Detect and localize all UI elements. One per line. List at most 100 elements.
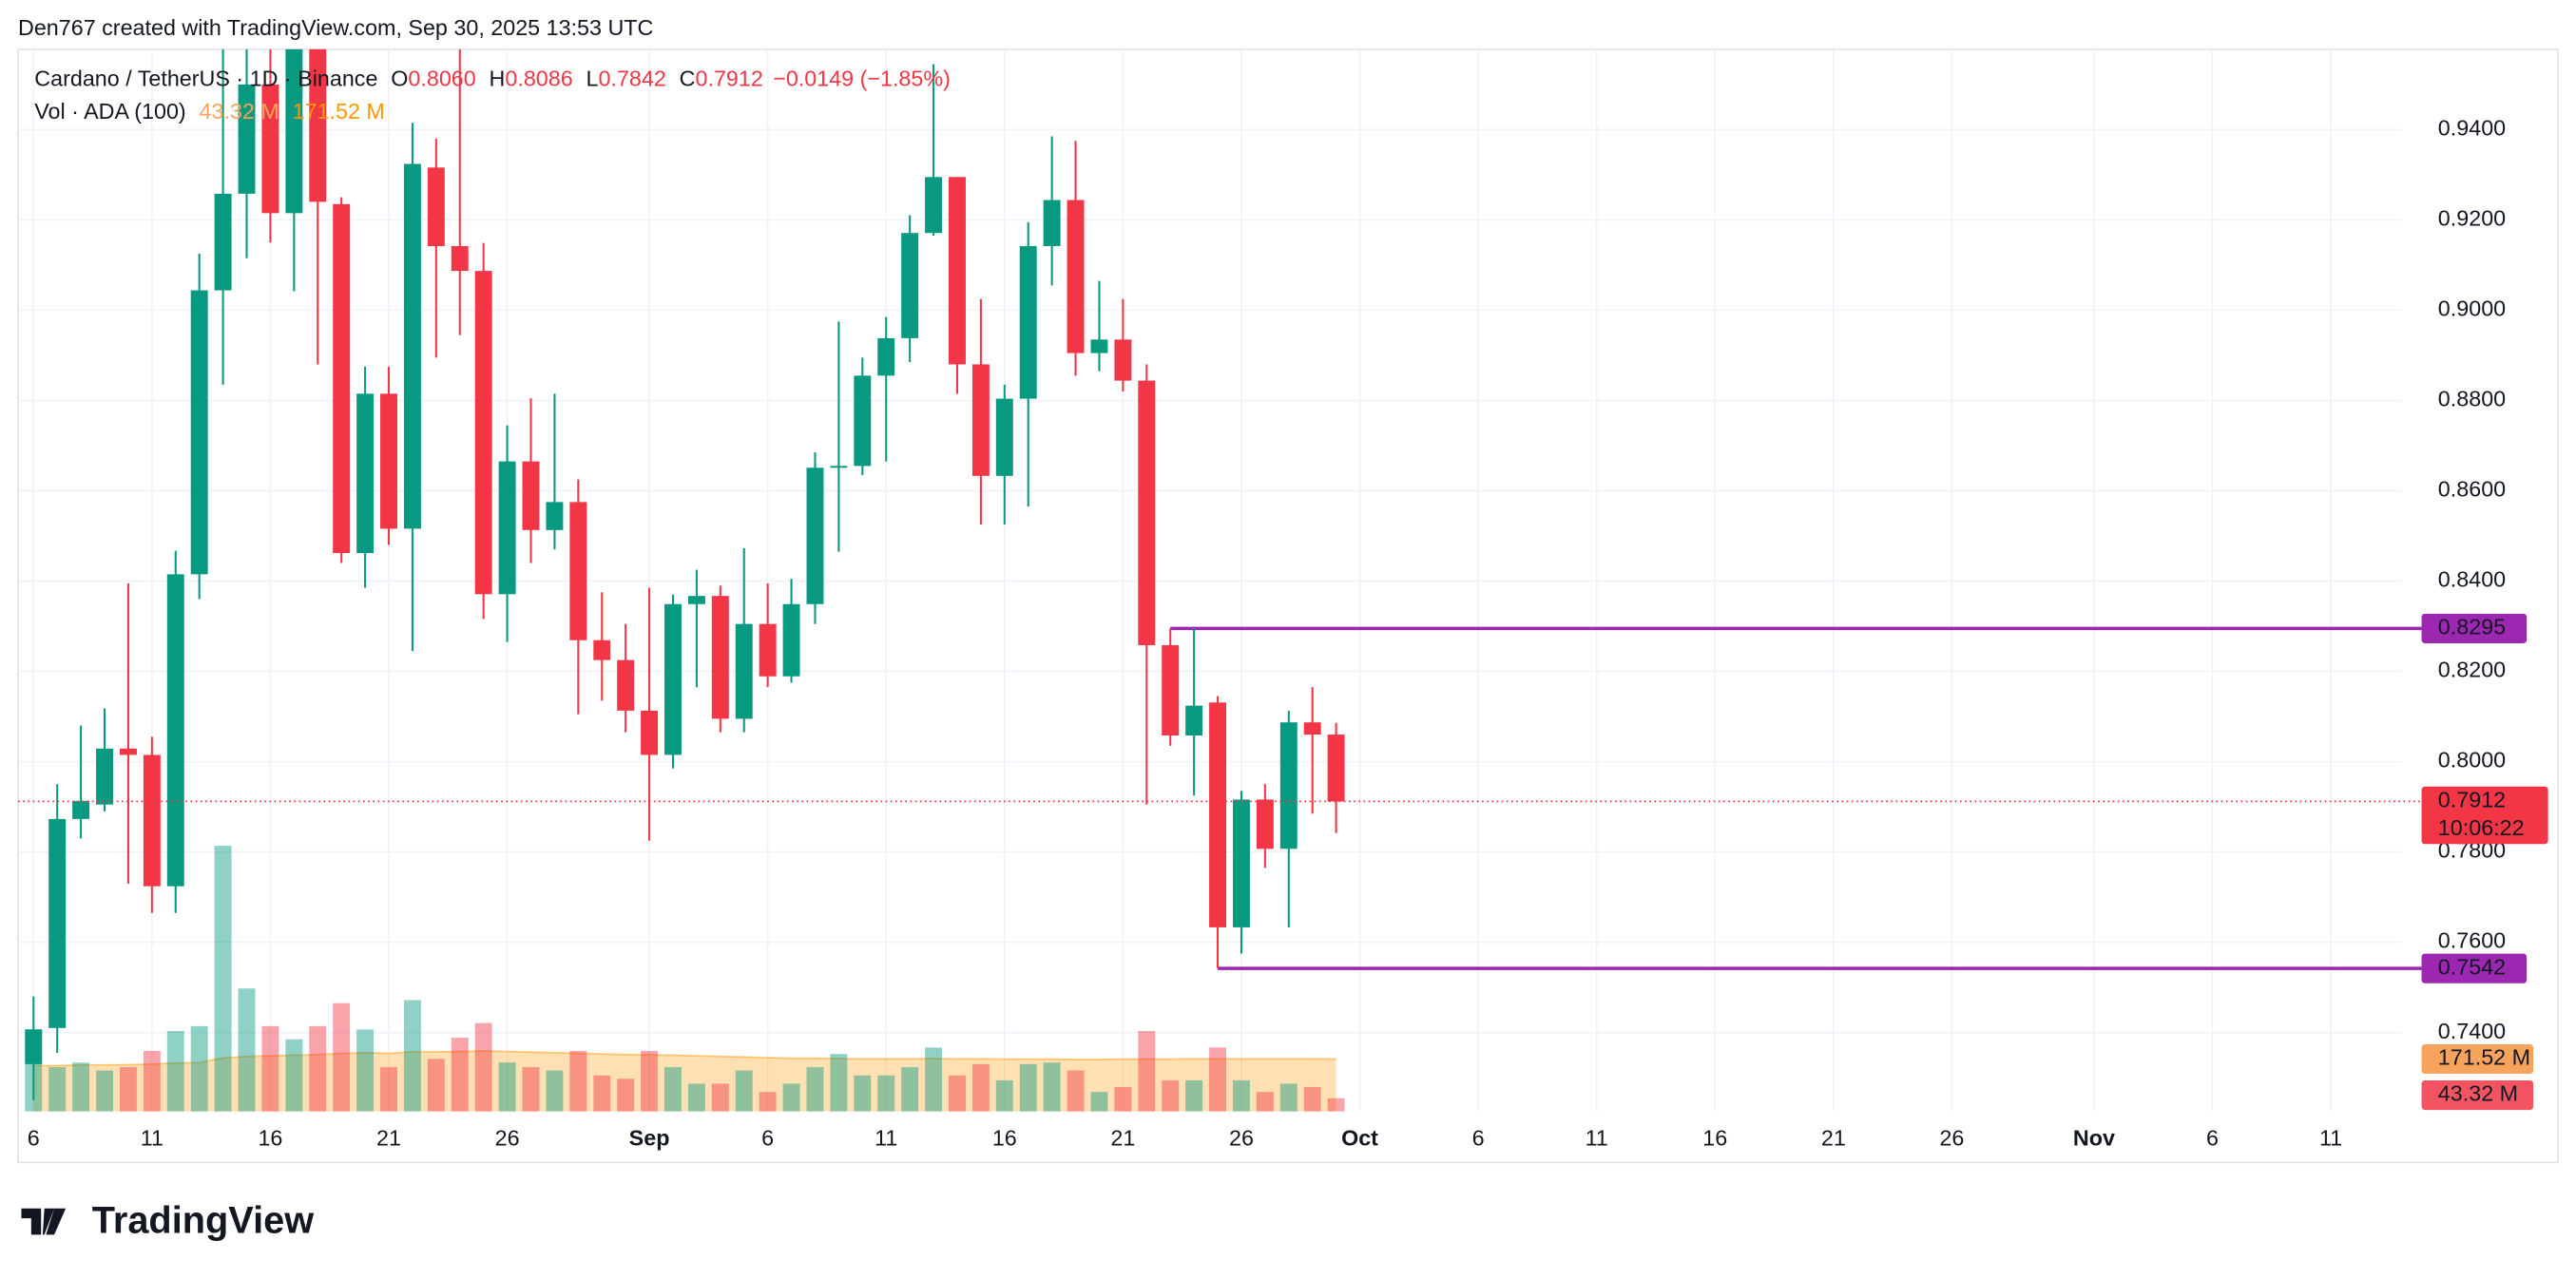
last-price-box [2421, 786, 2548, 845]
x-tick-label: 6 [2206, 1125, 2219, 1150]
candle-body [166, 574, 184, 887]
candle-body [96, 748, 113, 805]
volume-bar [1279, 1083, 1298, 1112]
candle-body [877, 337, 895, 376]
candle-body [759, 623, 777, 677]
candle-body [48, 818, 67, 1028]
volume-bar [1019, 1063, 1037, 1112]
x-tick-label: 11 [141, 1125, 163, 1150]
volume-bar [285, 1039, 303, 1112]
volume-bar [806, 1067, 824, 1112]
volume-bar [854, 1075, 872, 1112]
volume-bar [214, 846, 232, 1112]
volume-bar [1232, 1079, 1250, 1112]
header: Den767 created with TradingView.com, Sep… [18, 15, 653, 40]
y-tick-label: 0.7600 [2438, 928, 2506, 953]
symbol-title: Cardano / TetherUS · 1D · Binance [34, 67, 377, 91]
volume-bar [925, 1047, 943, 1112]
last-price-label: 0.7912 [2438, 788, 2506, 812]
candle-body [593, 640, 611, 660]
x-tick-label: 11 [875, 1125, 897, 1150]
candle-body [995, 398, 1013, 476]
volume-bar [498, 1062, 516, 1112]
x-tick-label: 16 [258, 1125, 282, 1150]
volume-bar [261, 1025, 279, 1112]
y-tick-label: 0.9400 [2438, 116, 2506, 141]
candle-body [617, 659, 635, 711]
candle-body [72, 800, 90, 819]
volume-bar [664, 1067, 682, 1112]
candle-body [261, 84, 279, 214]
volume-bar [1090, 1092, 1108, 1112]
volume-bar [995, 1079, 1013, 1112]
y-tick-label: 0.8400 [2438, 567, 2506, 592]
candle-body [214, 193, 232, 291]
x-tick-label: Sep [629, 1125, 670, 1150]
x-tick-label: 26 [495, 1125, 520, 1150]
candle-body [901, 233, 919, 338]
ohlc-label: O [391, 67, 408, 91]
x-tick-label: 11 [1586, 1125, 1608, 1150]
y-tick-label: 0.8800 [2438, 387, 2506, 411]
volume-bar [72, 1062, 90, 1112]
candle-body [1209, 702, 1227, 927]
candle-body [498, 461, 516, 595]
candle-body [451, 245, 469, 272]
volume-bar [119, 1067, 137, 1112]
volume-bar [830, 1054, 848, 1112]
candle-body [238, 84, 256, 194]
candle-body [356, 393, 375, 554]
candle-body [971, 364, 990, 476]
volume-bar [711, 1083, 729, 1112]
y-tick-label: 0.8200 [2438, 658, 2506, 682]
volume-bar [1303, 1086, 1321, 1112]
candle-body [1090, 339, 1108, 353]
candle-body [285, 48, 303, 214]
volume-bar [333, 1002, 351, 1112]
y-tick-label: 0.8600 [2438, 477, 2506, 502]
volume-bar [593, 1075, 611, 1112]
candle-body [1327, 735, 1345, 802]
ohlc-label: H [490, 67, 506, 91]
volume-box [2421, 1079, 2534, 1111]
volume-bar [451, 1038, 469, 1112]
candle-body [25, 1029, 43, 1064]
volume-bar [166, 1031, 184, 1112]
volume-bar [735, 1070, 753, 1112]
volume-bar [949, 1075, 966, 1112]
x-tick-label: Nov [2073, 1125, 2115, 1150]
candle-body [1114, 339, 1132, 381]
candle-body [522, 461, 540, 530]
legend-volume: Vol · ADA (100) 43.32 M 171.52 M [34, 99, 385, 124]
level-label: 0.8295 [2438, 615, 2506, 640]
logo-icon [21, 1208, 67, 1235]
candle-body [1019, 245, 1037, 399]
x-tick-label: 6 [28, 1125, 40, 1150]
legend: Cardano / TetherUS · 1D · Binance O0.8060… [34, 67, 951, 91]
volume-bar [1138, 1031, 1156, 1112]
volume-title: Vol · ADA (100) [34, 99, 185, 124]
volume-bar [1067, 1070, 1085, 1112]
x-tick-label: 11 [2319, 1125, 2342, 1150]
volume-ma-value: 171.52 M [293, 99, 385, 124]
candle-body [119, 748, 137, 755]
level-label-box [2421, 953, 2528, 983]
volume-bar [687, 1083, 705, 1112]
volume-bar [1327, 1098, 1345, 1112]
volume-bar [143, 1050, 161, 1112]
candle-body [711, 596, 729, 719]
ohlc-value: 0.7842 [599, 67, 666, 91]
chart-frame [17, 48, 2559, 1164]
candle-body [1256, 799, 1274, 849]
volume-bar [1185, 1079, 1203, 1112]
candle-body [1067, 200, 1085, 353]
level-label: 0.7542 [2438, 954, 2506, 979]
volume-ma-line [33, 1050, 1336, 1067]
ohlc-value: 0.7912 [696, 67, 763, 91]
candle-body [830, 466, 848, 468]
volume-bar [380, 1067, 397, 1112]
candle-body [190, 290, 208, 575]
candle-body [687, 596, 705, 604]
x-tick-label: 21 [1110, 1125, 1135, 1150]
